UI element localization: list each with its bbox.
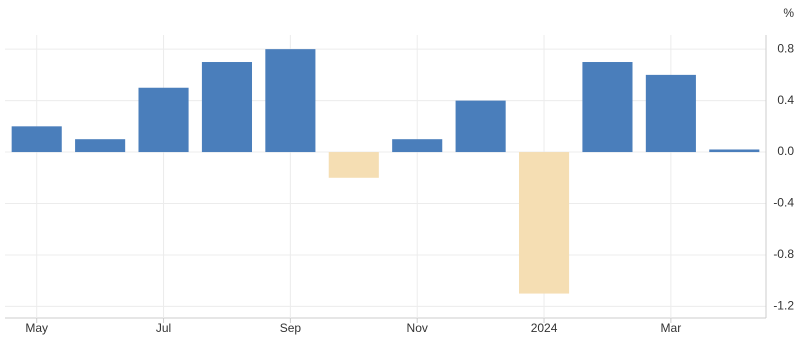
bar bbox=[518, 152, 570, 294]
y-tick-label: 0.8 bbox=[777, 41, 794, 55]
y-tick-label: 0.0 bbox=[777, 144, 794, 158]
x-tick-label: 2024 bbox=[531, 321, 558, 335]
y-tick-label: 0.4 bbox=[777, 93, 794, 107]
y-tick-label: -1.2 bbox=[773, 299, 794, 313]
x-tick-label: May bbox=[25, 321, 48, 335]
bar bbox=[392, 139, 443, 153]
bar bbox=[645, 74, 696, 153]
y-tick-label: -0.8 bbox=[773, 247, 794, 261]
bar bbox=[75, 139, 126, 153]
x-tick-label: Mar bbox=[661, 321, 682, 335]
x-tick-label: Nov bbox=[407, 321, 428, 335]
unit-label: % bbox=[783, 6, 794, 20]
bar bbox=[11, 126, 62, 153]
bar bbox=[582, 62, 633, 153]
x-tick-label: Sep bbox=[280, 321, 302, 335]
bar bbox=[455, 100, 506, 153]
bar bbox=[265, 49, 316, 153]
bar bbox=[328, 152, 379, 178]
bar bbox=[201, 62, 253, 153]
y-tick-label: -0.4 bbox=[773, 196, 794, 210]
bar bbox=[138, 87, 189, 153]
bar bbox=[709, 149, 760, 153]
x-tick-label: Jul bbox=[156, 321, 171, 335]
